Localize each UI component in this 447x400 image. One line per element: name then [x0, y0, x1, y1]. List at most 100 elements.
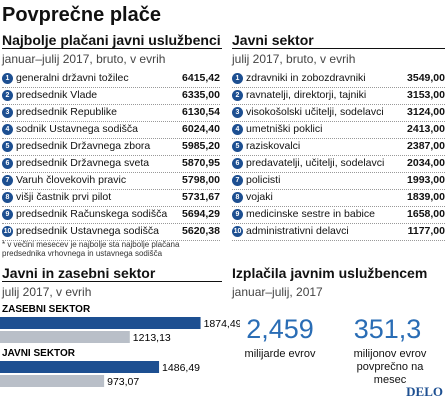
table-row: 9 predsednik Računskega sodišča 5694,29 — [2, 206, 220, 224]
row-value: 6130,54 — [182, 106, 220, 118]
bar-chart: ZASEBNI SEKTOR 1874,49 1213,13 JAVNI SEKTOR… — [0, 304, 240, 388]
row-value: 1993,00 — [407, 174, 445, 186]
right-title: Javni sektor — [232, 32, 445, 49]
payment-label: milijonov evrov povprečno na mesec — [353, 348, 427, 386]
payments-title: Izplačila javnim uslužbencem — [232, 265, 428, 281]
row-value: 5731,67 — [182, 191, 220, 203]
table-row: 1 zdravniki in zobozdravniki 3549,00 — [232, 70, 445, 88]
logo: DELO — [406, 384, 443, 399]
row-value: 6415,42 — [182, 72, 220, 84]
row-value: 1839,00 — [407, 191, 445, 203]
row-label: predsednik Računskega sodišča — [16, 208, 168, 220]
category-label: ZASEBNI SEKTOR — [2, 304, 91, 315]
row-label: sodnik Ustavnega sodišča — [16, 123, 138, 135]
rank-badge: 1 — [232, 73, 243, 84]
table-row: 10 administrativni delavci 1177,00 — [232, 223, 445, 241]
rank-badge: 9 — [232, 209, 243, 220]
table-row: 2 ravnatelji, direktorji, tajniki 3153,00 — [232, 87, 445, 105]
table-row: 3 visokošolski učitelji, sodelavci 3124,00 — [232, 104, 445, 122]
value-label: 1486,49 — [162, 362, 200, 374]
row-value: 2387,00 — [407, 140, 445, 152]
row-value: 5798,00 — [182, 174, 220, 186]
row-label: generalni državni tožilec — [16, 72, 129, 84]
rank-badge: 7 — [2, 175, 13, 186]
rank-badge: 2 — [232, 90, 243, 101]
row-value: 5694,29 — [182, 208, 220, 220]
rank-badge: 9 — [2, 209, 13, 220]
row-value: 6335,00 — [182, 89, 220, 101]
footnote: * v večini mesecev je najbolje sta najbo… — [2, 240, 180, 258]
bar — [0, 375, 105, 387]
row-value: 5870,95 — [182, 157, 220, 169]
category-label: JAVNI SEKTOR — [2, 348, 76, 359]
bar — [0, 331, 130, 343]
row-label: zdravniki in zobozdravniki — [246, 72, 366, 84]
value-label: 1213,13 — [133, 332, 171, 344]
row-label: predsednik Ustavnega sodišča — [16, 225, 160, 237]
rank-badge: 5 — [232, 141, 243, 152]
row-value: 2413,00 — [407, 123, 445, 135]
row-label: predavatelji, učitelji, sodelavci — [246, 157, 385, 169]
rank-badge: 3 — [232, 107, 243, 118]
row-label: predsednik Državnega sveta — [16, 157, 150, 169]
bar — [0, 317, 201, 329]
table-row: 4 umetniški poklici 2413,00 — [232, 121, 445, 139]
table-row: 9 medicinske sestre in babice 1658,00 — [232, 206, 445, 224]
row-label: medicinske sestre in babice — [246, 208, 375, 220]
rank-badge: 8 — [232, 192, 243, 203]
payment-value: 351,3 — [353, 314, 422, 344]
payment-value: 2,459 — [246, 314, 314, 344]
row-value: 3124,00 — [407, 106, 445, 118]
row-value: 1658,00 — [407, 208, 445, 220]
table-row: 8 višji častnik prvi pilot 5731,67 — [2, 189, 220, 207]
row-value: 3549,00 — [407, 72, 445, 84]
row-label: višji častnik prvi pilot — [16, 191, 112, 203]
rank-badge: 4 — [2, 124, 13, 135]
row-label: umetniški poklici — [246, 123, 323, 135]
table-row: 6 predavatelji, učitelji, sodelavci 2034,0… — [232, 155, 445, 173]
chart-subtitle: julij 2017, v evrih — [2, 285, 92, 299]
row-value: 5620,38 — [182, 225, 220, 237]
table-row: 1 generalni državni tožilec 6415,42 — [2, 70, 220, 88]
bar — [0, 361, 160, 373]
rank-badge: 2 — [2, 90, 13, 101]
row-value: 5985,20 — [182, 140, 220, 152]
rank-badge: 8 — [2, 192, 13, 203]
rank-badge: 6 — [2, 158, 13, 169]
table-row: 10 predsednik Ustavnega sodišča 5620,38 — [2, 223, 220, 241]
row-label: vojaki — [246, 191, 273, 203]
left-title: Najbolje plačani javni uslužbenci — [2, 32, 222, 49]
title: Povprečne plače — [2, 4, 161, 26]
row-label: ravnatelji, direktorji, tajniki — [246, 89, 367, 101]
rank-badge: 6 — [232, 158, 243, 169]
rank-badge: 5 — [2, 141, 13, 152]
table-row: 8 vojaki 1839,00 — [232, 189, 445, 207]
row-value: 2034,00 — [407, 157, 445, 169]
row-label: visokošolski učitelji, sodelavci — [246, 106, 384, 118]
row-value: 3153,00 — [407, 89, 445, 101]
left-subtitle: januar–julij 2017, bruto, v evrih — [2, 52, 166, 66]
rank-badge: 10 — [2, 226, 13, 237]
right-subtitle: julij 2017, bruto, v evrih — [232, 52, 356, 66]
row-label: administrativni delavci — [246, 225, 349, 237]
table-row: 7 policisti 1993,00 — [232, 172, 445, 190]
value-label: 973,07 — [107, 376, 139, 388]
payment-label: milijarde evrov — [244, 348, 316, 360]
table-row: 5 predsednik Državnega zbora 5985,20 — [2, 138, 220, 156]
row-label: policisti — [246, 174, 281, 186]
payments-subtitle: januar–julij, 2017 — [232, 285, 323, 299]
rank-badge: 4 — [232, 124, 243, 135]
row-value: 1177,00 — [407, 225, 445, 237]
row-label: predsednik Državnega zbora — [16, 140, 151, 152]
rank-badge: 1 — [2, 73, 13, 84]
row-label: raziskovalci — [246, 140, 301, 152]
row-value: 6024,40 — [182, 123, 220, 135]
rank-badge: 7 — [232, 175, 243, 186]
table-row: 2 predsednik Vlade 6335,00 — [2, 87, 220, 105]
rank-badge: 3 — [2, 107, 13, 118]
table-row: 5 raziskovalci 2387,00 — [232, 138, 445, 156]
table-row: 4 sodnik Ustavnega sodišča 6024,40 — [2, 121, 220, 139]
table-row: 6 predsednik Državnega sveta 5870,95 — [2, 155, 220, 173]
rank-badge: 10 — [232, 226, 243, 237]
